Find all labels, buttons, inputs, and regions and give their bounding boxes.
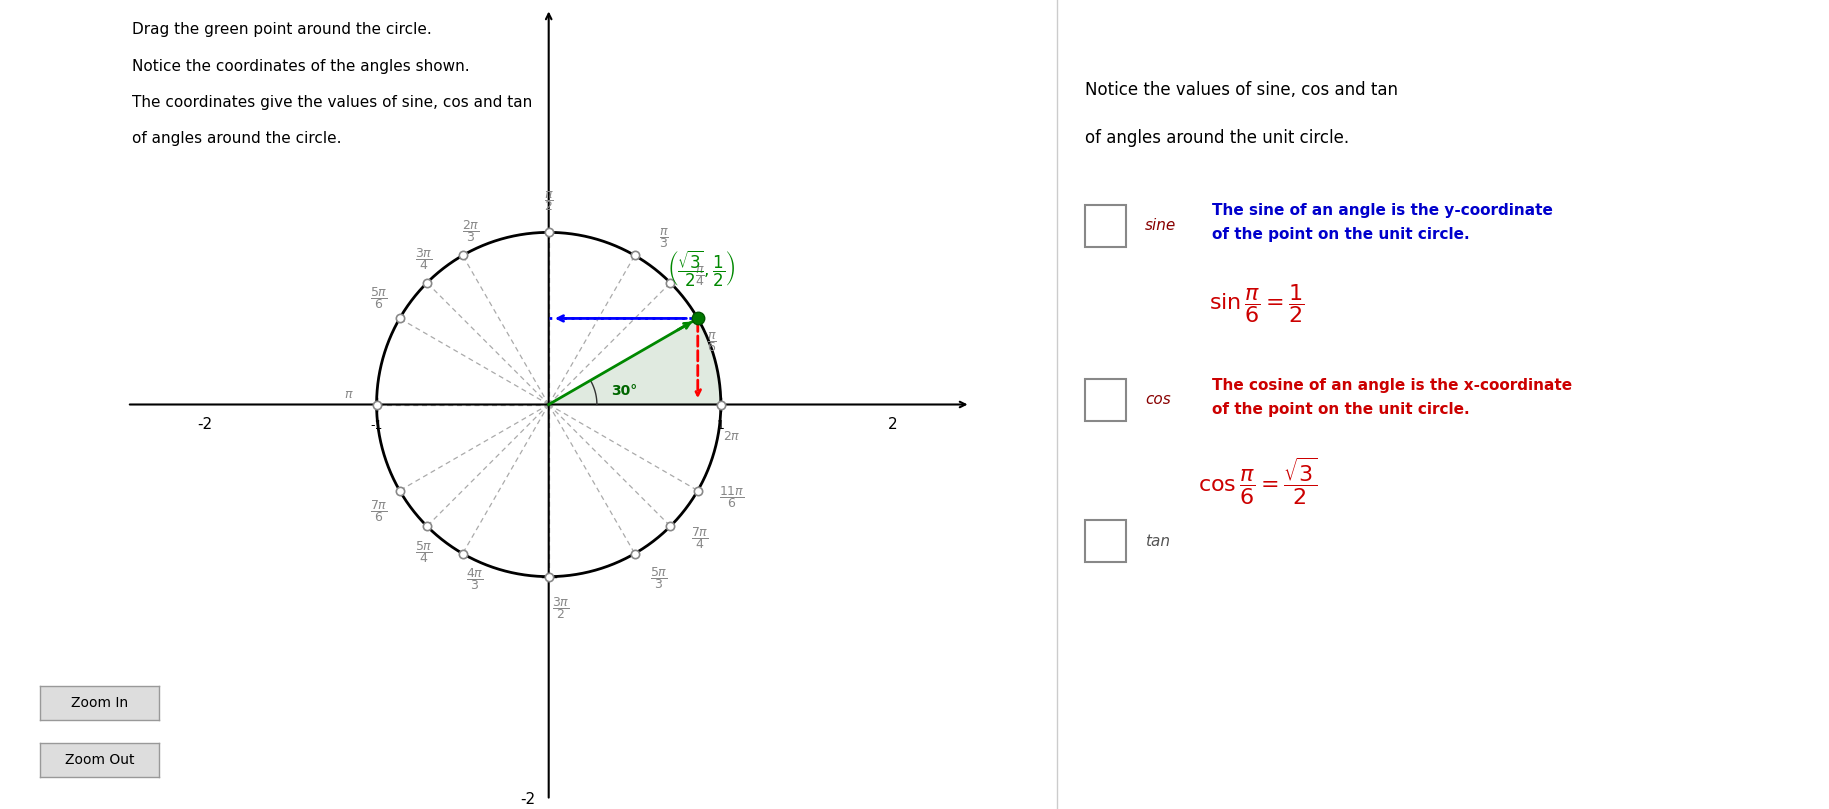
Text: -2: -2 xyxy=(198,417,212,431)
Text: $\sin\dfrac{\pi}{6} = \dfrac{1}{2}$: $\sin\dfrac{\pi}{6} = \dfrac{1}{2}$ xyxy=(1209,282,1306,325)
Text: Notice the coordinates of the angles shown.: Notice the coordinates of the angles sho… xyxy=(132,58,470,74)
Text: $\dfrac{\pi}{2}$: $\dfrac{\pi}{2}$ xyxy=(543,189,554,214)
Text: $\dfrac{7\pi}{6}$: $\dfrac{7\pi}{6}$ xyxy=(369,498,388,524)
Text: $\dfrac{5\pi}{4}$: $\dfrac{5\pi}{4}$ xyxy=(415,539,432,565)
Text: -2: -2 xyxy=(519,792,534,807)
Text: $\dfrac{11\pi}{6}$: $\dfrac{11\pi}{6}$ xyxy=(719,485,744,510)
Text: of angles around the circle.: of angles around the circle. xyxy=(132,131,342,146)
Text: sine: sine xyxy=(1145,218,1176,233)
Text: of the point on the unit circle.: of the point on the unit circle. xyxy=(1213,402,1471,417)
Text: The cosine of an angle is the x-coordinate: The cosine of an angle is the x-coordina… xyxy=(1213,378,1573,392)
Text: $\dfrac{\pi}{3}$: $\dfrac{\pi}{3}$ xyxy=(658,227,669,250)
Text: $\dfrac{4\pi}{3}$: $\dfrac{4\pi}{3}$ xyxy=(466,566,483,592)
FancyBboxPatch shape xyxy=(1085,379,1127,421)
Text: $\dfrac{3\pi}{2}$: $\dfrac{3\pi}{2}$ xyxy=(552,595,569,621)
Text: $2\pi$: $2\pi$ xyxy=(722,430,741,443)
Text: $\dfrac{\pi}{6}$: $\dfrac{\pi}{6}$ xyxy=(706,331,717,354)
Text: Zoom In: Zoom In xyxy=(71,696,128,710)
Text: $\dfrac{7\pi}{4}$: $\dfrac{7\pi}{4}$ xyxy=(691,525,708,551)
FancyBboxPatch shape xyxy=(1085,520,1127,562)
Text: ✓: ✓ xyxy=(1099,392,1112,407)
Text: tan: tan xyxy=(1145,534,1171,549)
Text: Zoom Out: Zoom Out xyxy=(66,752,134,767)
FancyBboxPatch shape xyxy=(1085,205,1127,247)
Text: Drag the green point around the circle.: Drag the green point around the circle. xyxy=(132,23,432,37)
Text: $\dfrac{5\pi}{3}$: $\dfrac{5\pi}{3}$ xyxy=(649,565,668,591)
Text: -1: -1 xyxy=(371,418,382,431)
Text: $\pi$: $\pi$ xyxy=(344,388,353,400)
Text: $\dfrac{2\pi}{3}$: $\dfrac{2\pi}{3}$ xyxy=(463,218,479,244)
Text: cos: cos xyxy=(1145,392,1171,407)
Text: 1: 1 xyxy=(717,418,724,431)
Text: Notice the values of sine, cos and tan: Notice the values of sine, cos and tan xyxy=(1085,81,1397,99)
Text: $\left(\dfrac{\sqrt{3}}{2},\dfrac{1}{2}\right)$: $\left(\dfrac{\sqrt{3}}{2},\dfrac{1}{2}\… xyxy=(668,249,735,289)
Text: $\dfrac{\pi}{4}$: $\dfrac{\pi}{4}$ xyxy=(695,264,704,288)
Text: $\cos\dfrac{\pi}{6} = \dfrac{\sqrt{3}}{2}$: $\cos\dfrac{\pi}{6} = \dfrac{\sqrt{3}}{2… xyxy=(1198,455,1317,507)
Text: 30°: 30° xyxy=(611,384,636,398)
Text: ✓: ✓ xyxy=(1099,218,1112,233)
Text: $\dfrac{3\pi}{4}$: $\dfrac{3\pi}{4}$ xyxy=(415,246,432,272)
Text: of the point on the unit circle.: of the point on the unit circle. xyxy=(1213,227,1471,242)
Text: 2: 2 xyxy=(889,417,898,431)
Text: The coordinates give the values of sine, cos and tan: The coordinates give the values of sine,… xyxy=(132,95,532,110)
Polygon shape xyxy=(549,319,721,404)
Text: The sine of an angle is the y-coordinate: The sine of an angle is the y-coordinate xyxy=(1213,203,1553,218)
Text: $\dfrac{5\pi}{6}$: $\dfrac{5\pi}{6}$ xyxy=(369,285,388,311)
Text: of angles around the unit circle.: of angles around the unit circle. xyxy=(1085,129,1350,147)
